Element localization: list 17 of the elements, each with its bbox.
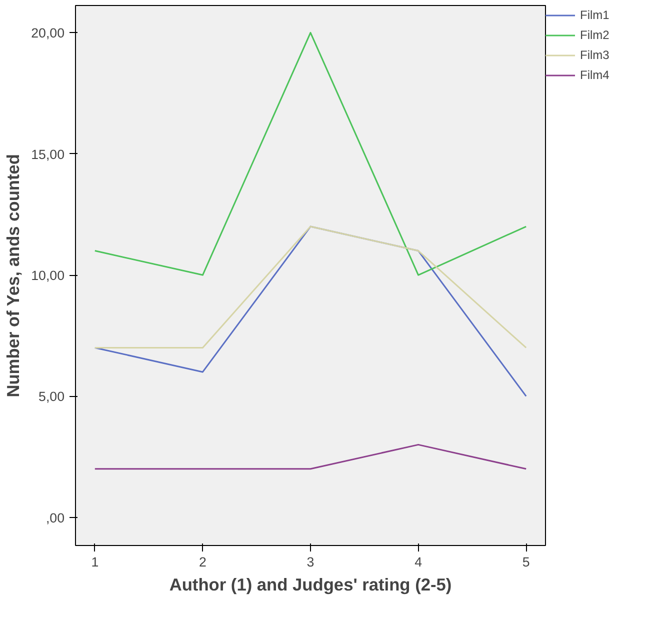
y-tick-label: 10,00	[31, 268, 65, 284]
legend-label: Film3	[580, 48, 610, 62]
x-tick-label: 1	[91, 554, 99, 570]
x-axis-title: Author (1) and Judges' rating (2-5)	[169, 574, 452, 594]
y-tick-label: 5,00	[38, 389, 65, 404]
line-series	[94, 32, 527, 276]
legend-label: Film1	[580, 8, 610, 22]
x-tick-label: 5	[522, 554, 530, 570]
y-tick-label: ,00	[46, 510, 65, 526]
y-tick-label: 15,00	[31, 146, 65, 162]
y-axis-title: Number of Yes, ands counted	[3, 154, 24, 398]
legend-label: Film4	[580, 68, 610, 82]
x-tick-label: 2	[198, 554, 206, 570]
legend-label: Film2	[580, 28, 610, 42]
x-tick-label: 4	[414, 554, 423, 570]
y-tick-label: 20,00	[31, 26, 65, 41]
x-tick-label: 3	[306, 554, 314, 570]
